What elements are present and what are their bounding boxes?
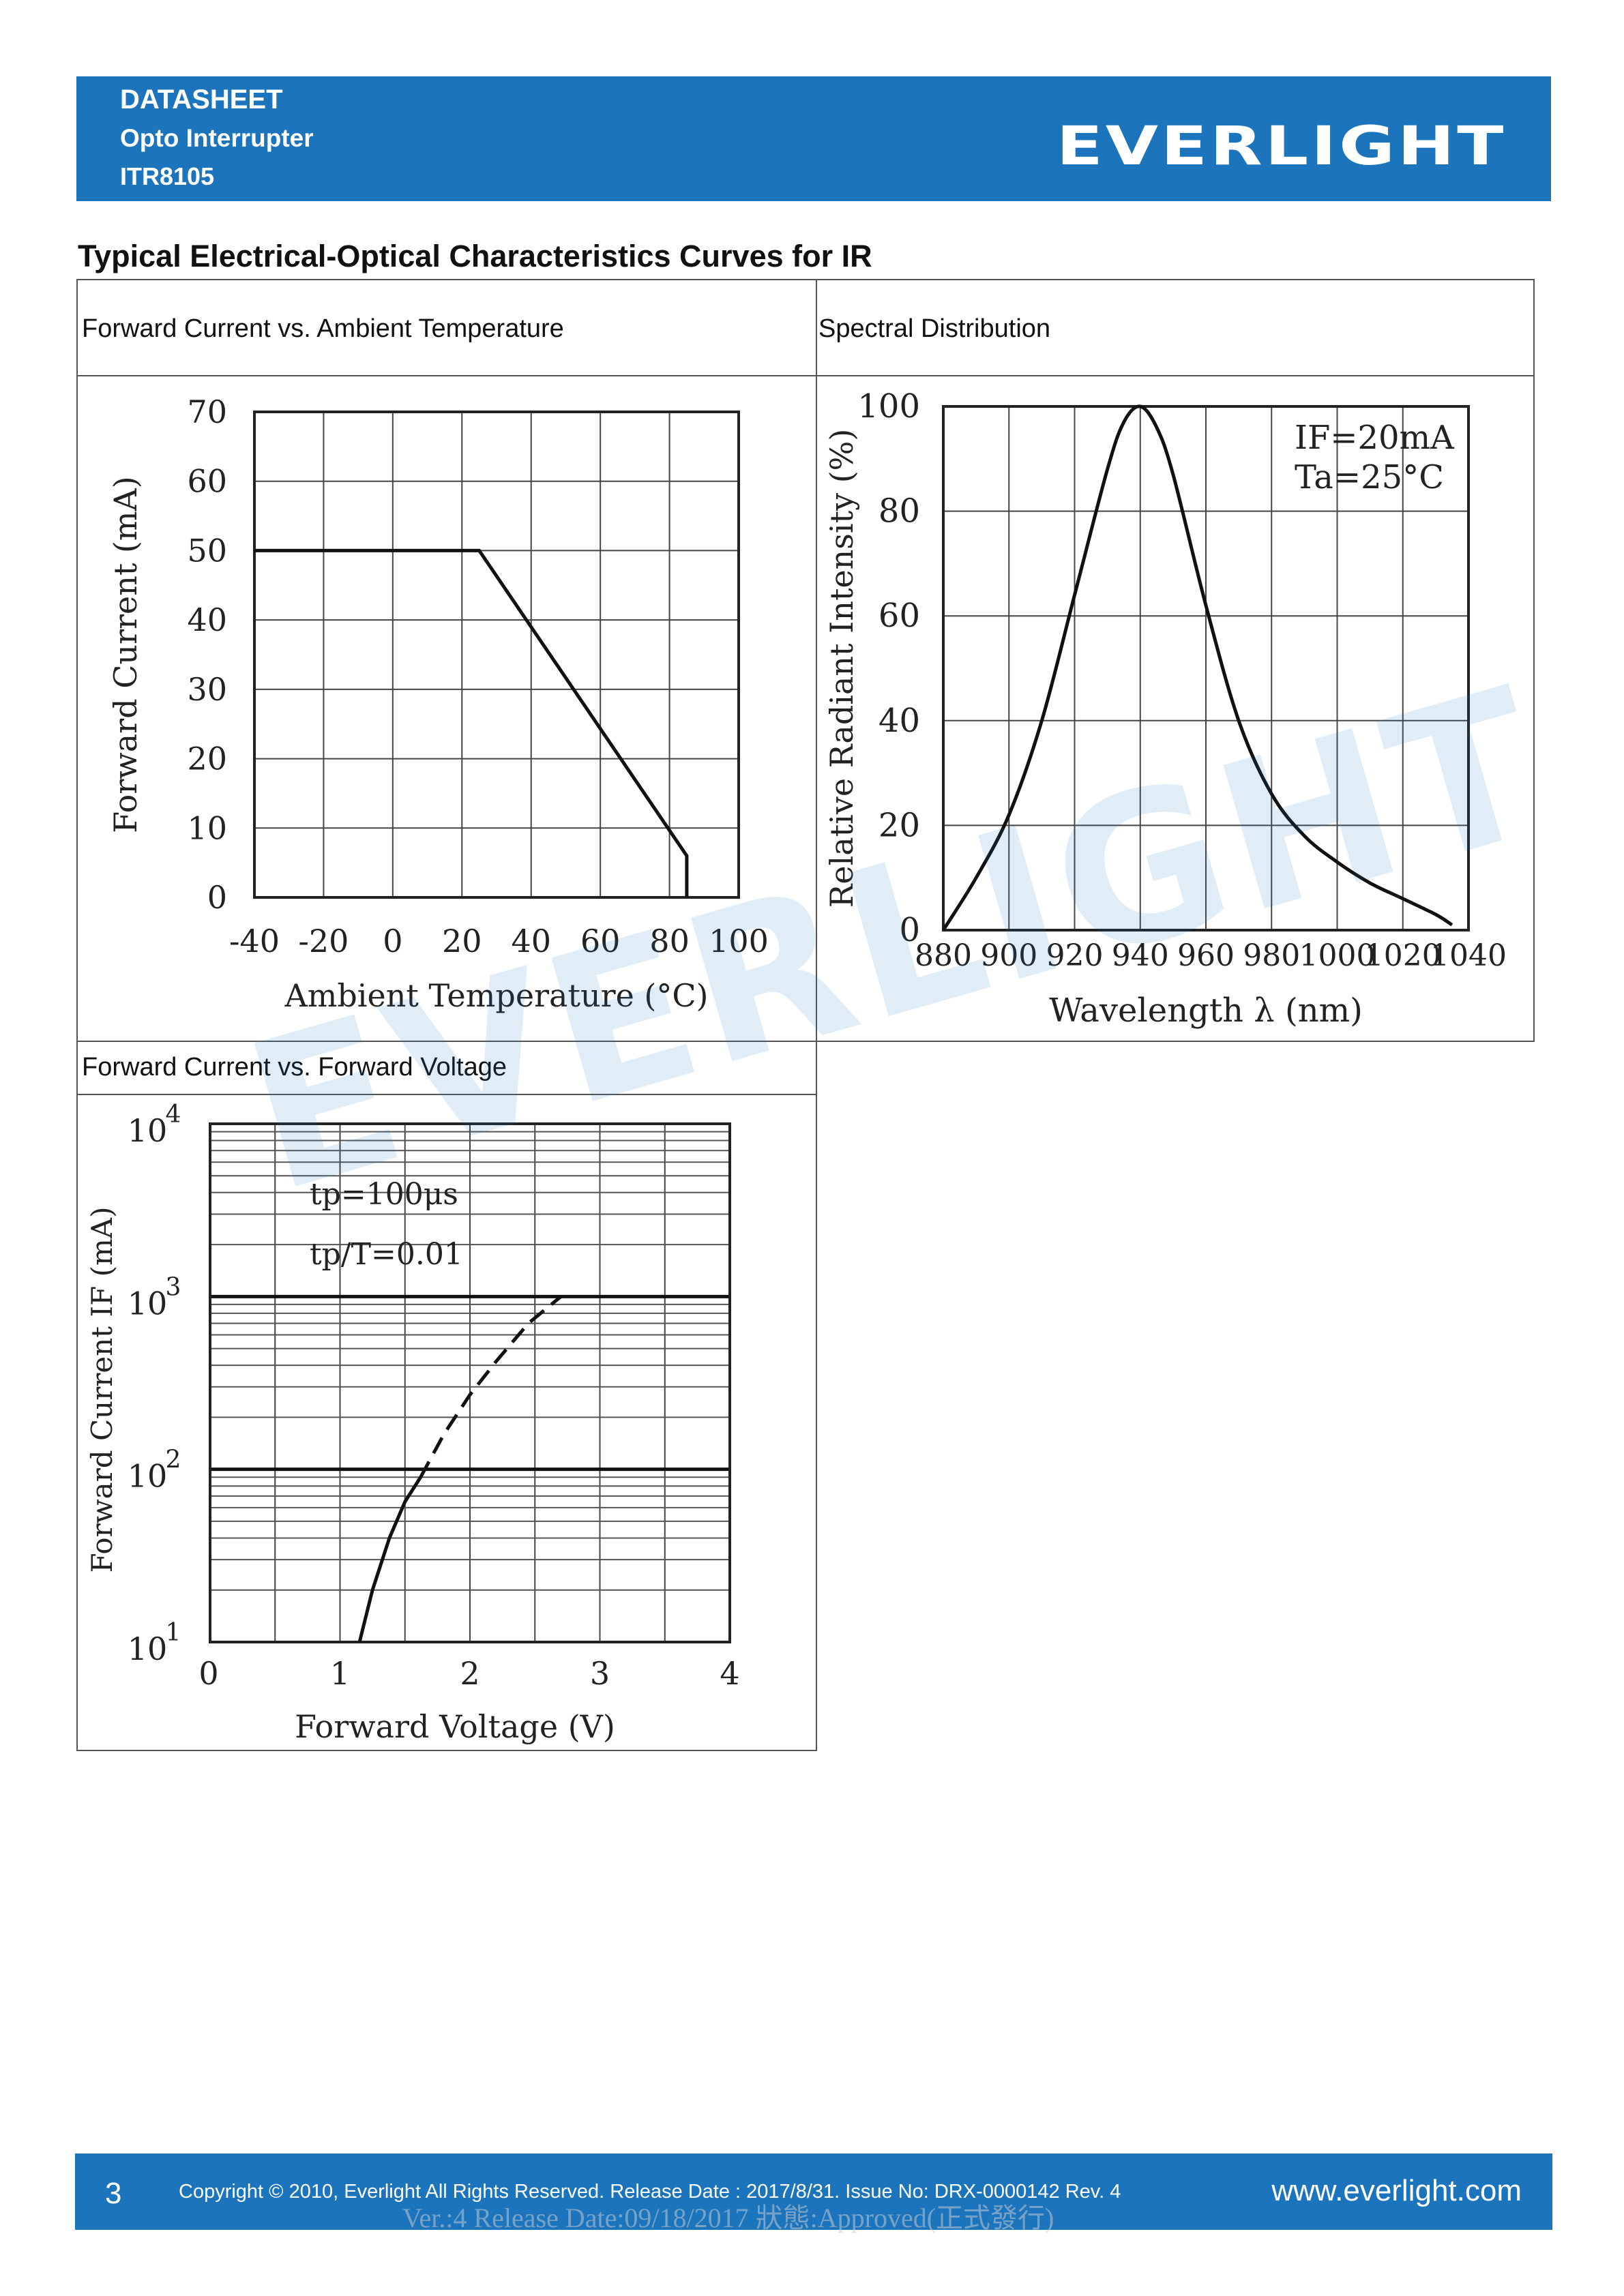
- y-tick-label: 80: [879, 492, 920, 531]
- everlight-logo: EVERLIGHT: [1056, 116, 1506, 177]
- header-doc-type: DATASHEET: [120, 85, 283, 115]
- x-tick-label: -20: [298, 923, 349, 959]
- y-axis-label: Relative Radiant Intensity (%): [823, 429, 860, 908]
- plot-frame: [253, 411, 740, 899]
- header-product-category: Opto Interrupter: [120, 124, 314, 152]
- panel-1-caption: Forward Current vs. Ambient Temperature: [82, 314, 564, 343]
- y-tick-label: 50: [187, 532, 227, 569]
- y-tick-label: 10: [128, 1285, 168, 1322]
- y-tick-exponent: 2: [166, 1446, 181, 1474]
- plot-frame: [209, 1122, 731, 1643]
- page-number: 3: [105, 2177, 122, 2210]
- panel-3-caption-cell: Forward Current vs. Forward Voltage: [76, 1041, 817, 1095]
- y-tick-label: 40: [187, 601, 227, 638]
- y-tick-label: 30: [187, 671, 227, 708]
- x-tick-label: 0: [383, 923, 402, 959]
- x-tick-label: 920: [1046, 938, 1104, 973]
- x-tick-label: 2: [460, 1655, 479, 1692]
- y-tick-label: 0: [899, 911, 920, 949]
- x-tick-label: 0: [198, 1655, 218, 1692]
- website-link[interactable]: www.everlight.com: [1271, 2174, 1522, 2207]
- panel-3-chart-cell: [76, 1094, 817, 1751]
- y-tick-label: 70: [187, 393, 227, 430]
- y-tick-exponent: 4: [166, 1101, 181, 1129]
- x-tick-label: 60: [580, 923, 621, 959]
- y-tick-label: 10: [128, 1112, 168, 1149]
- copyright-text: Copyright © 2010, Everlight All Rights R…: [179, 2181, 1121, 2203]
- x-tick-label: 900: [980, 938, 1037, 973]
- plot-frame: [942, 405, 1470, 931]
- y-tick-label: 0: [207, 879, 227, 916]
- panel-2-chart-cell: [816, 375, 1535, 1042]
- y-tick-label: 20: [879, 806, 920, 844]
- test-condition-label: IF=20mA: [1295, 419, 1455, 457]
- header-banner: DATASHEET Opto Interrupter ITR8105 EVERL…: [76, 76, 1551, 201]
- x-tick-label: 1020: [1365, 938, 1441, 973]
- panel-2-caption: Spectral Distribution: [818, 314, 1051, 343]
- series-line-solid: [357, 1476, 422, 1643]
- y-axis-label: Forward Current IF (mA): [85, 1207, 119, 1573]
- x-tick-label: 3: [590, 1655, 610, 1692]
- x-tick-label: 20: [442, 923, 482, 959]
- series-line-spectrum: [941, 404, 1453, 931]
- x-tick-label: 1: [330, 1655, 350, 1692]
- x-tick-label: 940: [1112, 938, 1169, 973]
- pulse-condition-label: tp=100μs: [310, 1177, 458, 1212]
- x-tick-label: 980: [1243, 938, 1300, 973]
- y-tick-label: 10: [128, 1630, 168, 1667]
- x-tick-label: 880: [915, 938, 972, 973]
- y-tick-exponent: 3: [166, 1273, 181, 1301]
- x-tick-label: 100: [709, 923, 769, 959]
- y-axis-label: Forward Current (mA): [107, 476, 144, 833]
- x-axis-label: Ambient Temperature (°C): [284, 977, 708, 1014]
- x-tick-label: 1040: [1430, 938, 1507, 973]
- x-tick-label: 960: [1177, 938, 1235, 973]
- pulse-condition-label: tp/T=0.01: [310, 1237, 463, 1272]
- x-axis-label: Wavelength λ (nm): [1049, 992, 1363, 1030]
- y-tick-label: 100: [857, 387, 920, 426]
- chart-forward-current-vs-temperature: -40 -20 0 20 40 60 80 100 0 10 20 30 40 50 60 70 Ambient…: [107, 393, 769, 1014]
- x-axis-label: Forward Voltage (V): [295, 1708, 615, 1745]
- y-tick-label: 60: [187, 463, 227, 500]
- header-part-number: ITR8105: [120, 162, 215, 190]
- x-tick-label: 1000: [1299, 938, 1376, 973]
- series-line-dashed: [419, 1295, 562, 1478]
- x-tick-label: -40: [229, 923, 280, 959]
- y-tick-label: 10: [187, 809, 227, 846]
- y-tick-exponent: 1: [166, 1619, 181, 1647]
- x-tick-label: 4: [720, 1655, 739, 1692]
- x-tick-label: 40: [511, 923, 551, 959]
- y-tick-label: 10: [128, 1458, 168, 1495]
- y-tick-label: 20: [187, 741, 227, 777]
- section-title: Typical Electrical-Optical Characteristi…: [78, 239, 872, 273]
- footer-bar: 3 Copyright © 2010, Everlight All Rights…: [75, 2153, 1552, 2233]
- x-tick-label: 80: [649, 923, 690, 959]
- panel-1-caption-cell: Forward Current vs. Ambient Temperature: [76, 279, 817, 376]
- y-tick-label: 40: [879, 702, 920, 740]
- series-line-derating: [254, 548, 689, 897]
- release-status-ghost-text: Ver.:4 Release Date:09/18/2017 狀態:Approv…: [402, 2203, 1054, 2233]
- y-tick-label: 60: [879, 597, 920, 635]
- test-condition-label: Ta=25°C: [1295, 458, 1444, 496]
- panel-2-caption-cell: Spectral Distribution: [816, 279, 1535, 376]
- panel-3-caption: Forward Current vs. Forward Voltage: [82, 1053, 507, 1082]
